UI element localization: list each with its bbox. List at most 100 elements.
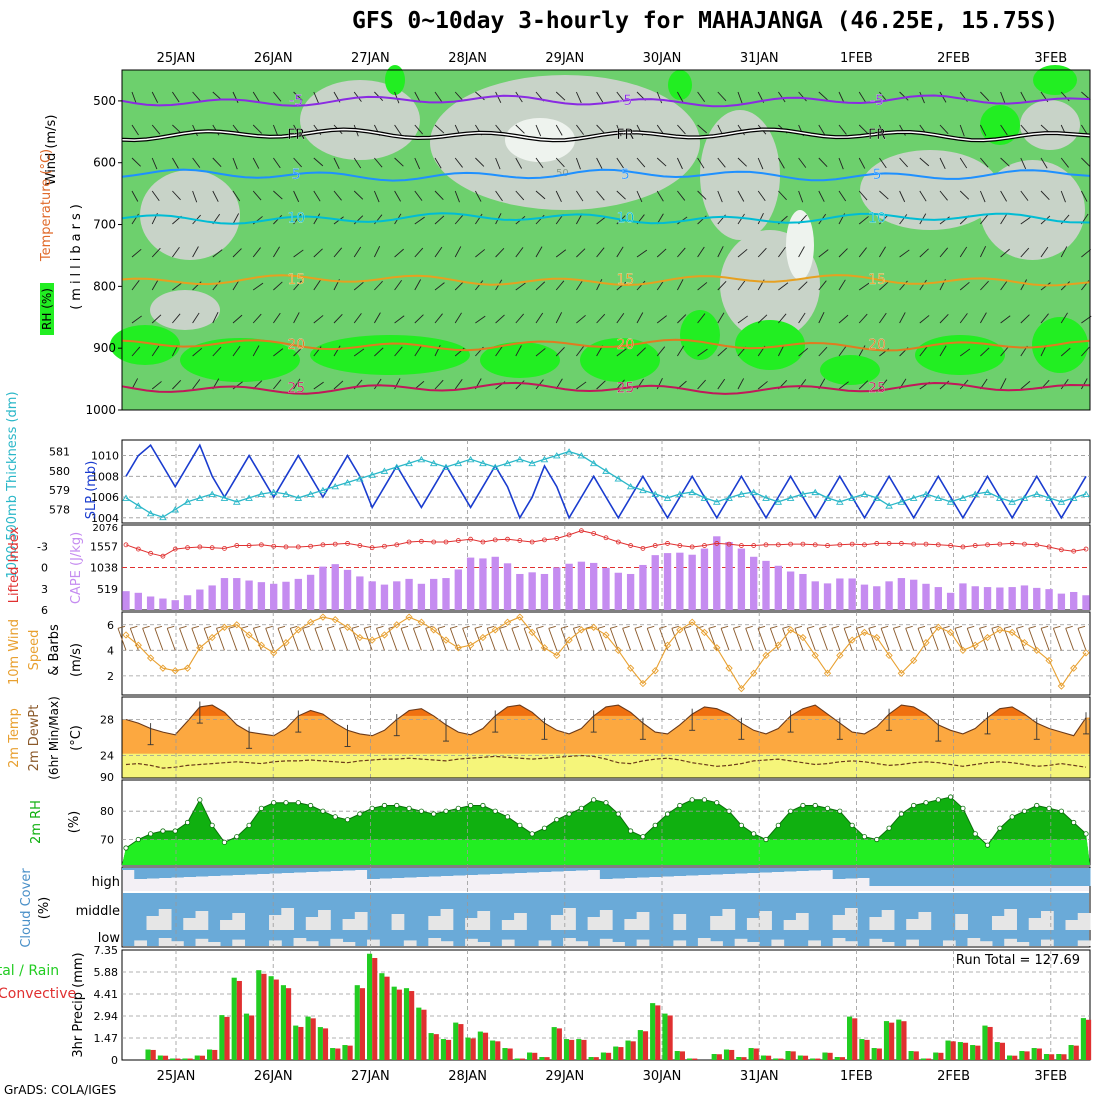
wind-axis-label-4: (m/s) <box>69 643 84 677</box>
cape-bar <box>171 600 179 610</box>
wind-barb <box>737 315 748 324</box>
rh-marker <box>172 828 178 834</box>
li-marker <box>160 553 166 559</box>
high-cloud-bar <box>587 868 601 870</box>
rh-marker <box>837 808 843 814</box>
low-cloud-gap <box>195 938 209 946</box>
wind-barb <box>212 190 219 202</box>
wind-barb <box>858 345 866 357</box>
wind-barb <box>656 157 667 167</box>
wind-speed-marker <box>651 667 659 675</box>
wind-barb-10m <box>240 628 250 651</box>
isotherm-label: 10 <box>287 210 305 226</box>
li-marker <box>874 541 880 546</box>
li-marker <box>849 541 855 547</box>
wind-barb <box>252 282 264 291</box>
wind-barb <box>596 279 603 291</box>
wind-barb <box>232 314 243 324</box>
wind-barb <box>414 345 422 357</box>
cape-bar <box>233 578 241 610</box>
precip-total-bar <box>920 1058 926 1060</box>
li-marker <box>775 542 781 548</box>
mid-cloud-gap <box>1028 918 1042 930</box>
slp-axis-label: SLP (mb) <box>84 461 99 520</box>
wind-barb <box>798 347 809 357</box>
li-marker <box>615 539 621 545</box>
li-marker <box>726 541 732 547</box>
high-cloud-bar <box>648 868 662 877</box>
wind-barb <box>333 345 341 357</box>
wind-barb <box>313 381 324 390</box>
wind-barb <box>1000 248 1010 258</box>
low-cloud-gap <box>428 938 442 946</box>
thickness-marker <box>466 455 475 463</box>
li-marker <box>763 542 769 548</box>
wind-barb <box>252 91 260 103</box>
wind-speed-marker <box>700 628 709 637</box>
wind-barb-10m <box>548 628 558 651</box>
high-cloud-bar <box>293 868 307 873</box>
cape-bar <box>996 587 1004 610</box>
slp-frame <box>121 439 1091 524</box>
wind-barb <box>131 378 139 390</box>
wind-speed-marker <box>885 651 893 660</box>
wind-barb <box>1000 280 1009 291</box>
wind-barb <box>333 190 342 201</box>
precip-total-bar <box>305 1016 311 1060</box>
rh-marker <box>824 805 831 811</box>
pressure-tick-label: 1000 <box>85 403 116 417</box>
low-cloud-gap <box>575 941 589 946</box>
wind-barb <box>798 190 804 203</box>
high-cloud-bar <box>538 868 552 872</box>
cape-bar <box>897 578 906 610</box>
rh-region-bright <box>580 338 660 382</box>
wind-barb-flag <box>302 625 310 629</box>
wind-barb <box>838 279 846 291</box>
wind-speed-marker <box>417 618 426 626</box>
wind-barb <box>656 91 663 104</box>
wind-barb <box>535 281 546 291</box>
li-marker <box>222 545 227 551</box>
low-cloud-gap <box>869 938 883 946</box>
thickness-marker <box>405 459 413 467</box>
wind-barb <box>778 157 785 169</box>
thickness-marker <box>392 463 401 470</box>
high-cloud-bar <box>746 868 760 873</box>
wind-barb <box>394 280 403 291</box>
high-cloud-bar <box>489 868 503 874</box>
wind-speed-marker <box>540 644 549 652</box>
wind-barb <box>798 157 807 168</box>
precip-convective-bar <box>224 1016 230 1060</box>
wind-speed-marker <box>196 644 204 652</box>
rh-region-bright <box>480 342 560 378</box>
wind-barb <box>555 190 562 202</box>
wind-barb-flag <box>659 625 667 629</box>
cloud-axis-unit: (%) <box>37 897 52 920</box>
li-marker <box>652 543 658 548</box>
wind-barb <box>818 280 827 291</box>
rh-marker <box>714 800 720 806</box>
wind-speed-marker <box>282 639 290 647</box>
precip-total-bar <box>280 985 286 1060</box>
wind-barb <box>757 314 768 324</box>
wind-barb <box>717 347 728 357</box>
wind-speed-marker <box>725 664 733 672</box>
high-cloud-bar <box>330 868 344 871</box>
high-cloud-bar <box>122 868 135 870</box>
isotherm <box>121 338 1091 352</box>
rh-marker <box>504 814 511 820</box>
precip-convective-bar <box>606 1052 612 1060</box>
thickness-marker <box>380 467 389 474</box>
wind-barb <box>232 91 239 104</box>
precip-total-bar <box>330 1048 336 1060</box>
wind-barb <box>1060 347 1071 357</box>
wind-barb <box>757 381 768 390</box>
wind-barb-10m <box>597 628 607 651</box>
wind-barb <box>353 190 364 200</box>
wind-barb-flag <box>991 625 999 629</box>
rh-region-grey <box>150 290 220 330</box>
rh-region-bright <box>385 65 405 95</box>
thickness-marker <box>897 498 906 505</box>
thickness-marker <box>614 475 623 482</box>
wind-barb <box>1081 346 1090 357</box>
